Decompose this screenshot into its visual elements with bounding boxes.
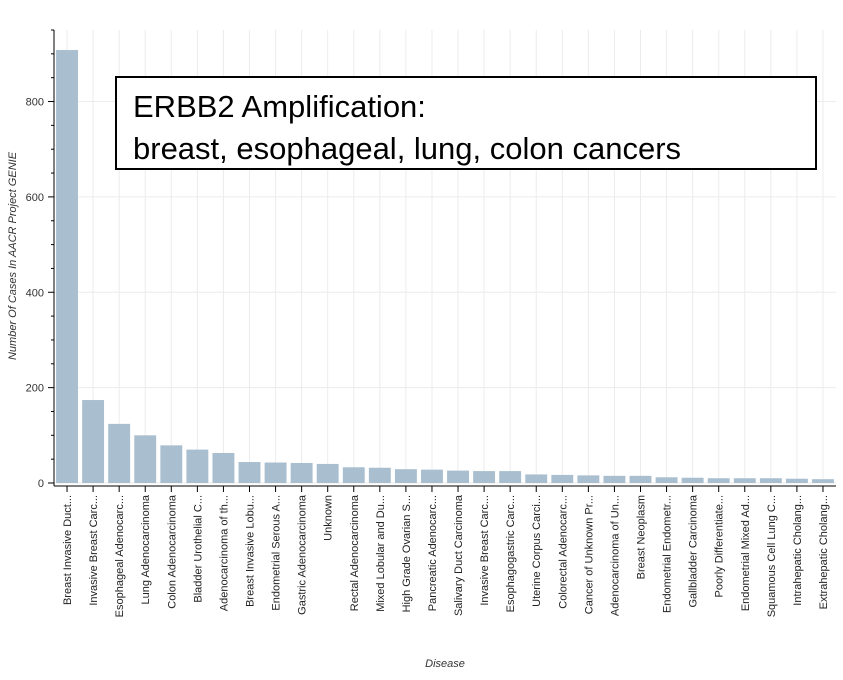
y-tick-label: 800 [26,97,44,109]
x-tick-label: Uterine Corpus Carci... [531,495,543,607]
bar [186,449,209,483]
x-tick-label: Colon Adenocarcinoma [166,494,178,609]
x-tick-label: Colorectal Adenocarc... [557,495,569,609]
x-tick-label: Breast Neoplasm [636,495,648,579]
x-tick-label: Poorly Differentiate... [714,495,726,598]
y-axis-label: Number Of Cases In AACR Project GENIE [7,151,19,360]
x-tick-label: Mixed Lobular and Du... [375,495,387,612]
x-tick-label: Intrahepatic Cholang... [792,495,804,606]
bar [212,452,235,483]
x-tick-label: Rectal Adenocarcinoma [349,494,361,611]
bar [681,477,704,483]
x-tick-label: Adenocarcinoma of Un... [609,495,621,616]
x-tick-label: Endometrial Mixed Ad... [740,495,752,611]
bar [108,423,131,483]
x-tick-label: Gastric Adenocarcinoma [297,494,309,615]
x-tick-label: Salivary Duct Carcinoma [453,494,465,616]
bar [577,475,600,483]
bar [655,477,678,483]
bar [238,462,261,483]
bar [134,435,157,483]
x-tick-label: Esophagogastric Carc... [505,495,517,612]
annotation-line-2: breast, esophageal, lung, colon cancers [133,131,682,166]
bar [160,445,183,483]
annotation-box: ERBB2 Amplification: breast, esophageal,… [115,76,817,170]
bar [759,478,782,483]
bar [707,478,730,483]
x-tick-label: Invasive Breast Carc... [479,495,491,606]
x-tick-label: Endometrial Endometr... [662,495,674,613]
x-tick-label: Unknown [323,495,335,541]
y-tick-label: 200 [26,383,44,395]
x-tick-label: Breast Invasive Duct... [62,495,74,605]
bar [394,469,417,483]
x-tick-label: Extrahepatic Cholang... [818,495,830,609]
x-tick-label: High Grade Ovarian S... [401,495,413,612]
bar [812,479,834,483]
bar [368,467,391,483]
bar [473,471,496,483]
bars [56,50,834,483]
bar [82,400,105,483]
x-tick-label: Invasive Breast Carc... [88,495,100,606]
x-tick-label: Cancer of Unknown Pr... [583,495,595,614]
axes: 0 200 400 600 800 Breast Invasive Duct... Inva… [26,29,836,617]
x-tick-label: Adenocarcinoma of th... [218,495,230,611]
bar [264,462,287,483]
y-tick-label: 0 [38,478,44,490]
x-tick-label: Pancreatic Adenocarc... [427,495,439,611]
x-tick-label: Endometrial Serous A... [271,495,283,611]
y-tick-label: 600 [26,192,44,204]
bar [316,463,339,483]
x-tick-label: Gallbladder Carcinoma [688,494,700,607]
bar [447,470,469,483]
bar [733,478,756,483]
x-tick-label: Esophageal Adenocarc... [114,495,126,617]
annotation-line-1: ERBB2 Amplification: [133,89,426,124]
x-axis-label: Disease [425,658,465,670]
bar [290,462,313,483]
bar [629,475,652,483]
x-tick-label: Lung Adenocarcinoma [140,494,152,604]
x-tick-label: Breast Invasive Lobu... [245,495,257,607]
bar [603,475,626,483]
bar [421,469,443,483]
bar [785,478,808,483]
x-tick-label: Squamous Cell Lung C... [766,495,778,617]
bar [342,467,365,483]
bar [499,471,522,483]
y-tick-label: 400 [26,287,44,299]
bar [525,474,548,483]
bar [551,474,574,483]
bar [56,50,78,483]
x-tick-label: Bladder Urothelial C... [192,495,204,603]
